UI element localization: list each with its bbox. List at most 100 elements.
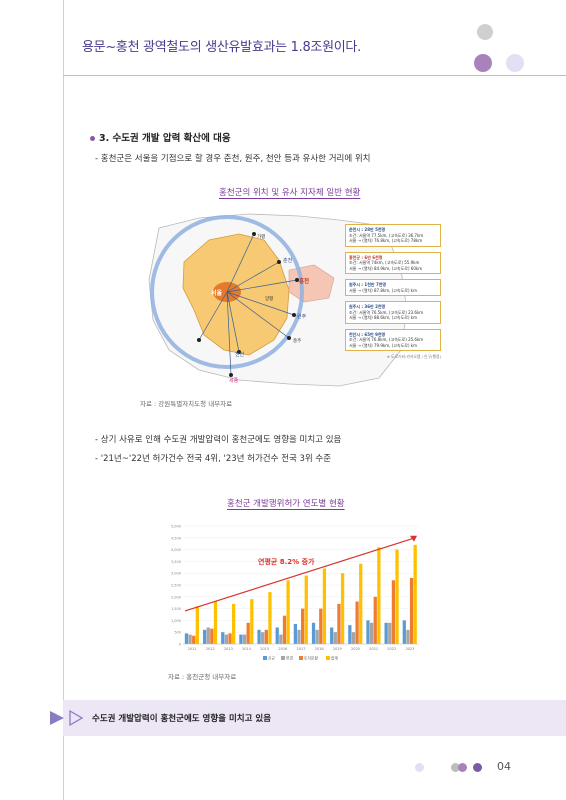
figure1-map: 서울 홍천 춘천 원주 천안 세종 양평 충주 가평 춘천시 : 28만 5천명… xyxy=(139,210,445,388)
bar xyxy=(224,634,229,644)
bar xyxy=(213,601,218,644)
bar xyxy=(202,629,207,644)
x-tick-label: 2012 xyxy=(206,647,215,651)
bar xyxy=(402,620,406,644)
bar xyxy=(337,603,341,644)
bar xyxy=(391,580,396,644)
legend-label: 변경 xyxy=(286,656,293,661)
y-tick-label: 0 xyxy=(179,643,181,647)
decor-dot-gray xyxy=(477,24,493,40)
footer-dot-lavender xyxy=(415,763,424,772)
bar xyxy=(333,632,337,644)
legend-label: 합계 xyxy=(331,656,338,661)
bar xyxy=(239,634,243,644)
map-svg: 서울 홍천 춘천 원주 천안 세종 양평 충주 가평 xyxy=(148,213,408,387)
bar xyxy=(275,627,279,644)
x-tick-label: 2013 xyxy=(224,647,233,651)
bar xyxy=(297,629,301,644)
bar xyxy=(282,615,287,644)
info-box-list: 춘천시 : 28만 5천명 조건: 서울역 77.5km, (고속도로) 36.… xyxy=(345,224,441,360)
bar xyxy=(228,633,232,644)
x-tick-label: 2022 xyxy=(387,647,396,651)
bar xyxy=(184,633,189,644)
bar xyxy=(340,573,345,644)
bar xyxy=(319,608,323,644)
y-tick-label: 3,000 xyxy=(171,572,181,576)
bar xyxy=(373,596,377,644)
bar xyxy=(395,549,399,644)
legend-swatch xyxy=(281,656,285,660)
figure2-caption: 홍천군 개발행위허가 연도별 현황 xyxy=(227,499,345,509)
x-tick-label: 2015 xyxy=(260,647,269,651)
bar xyxy=(195,606,199,644)
bar xyxy=(268,592,272,644)
y-tick-label: 1,500 xyxy=(171,607,181,611)
footer-dot-purple-2 xyxy=(473,763,482,772)
bar xyxy=(232,603,236,644)
summary-arrow-icon xyxy=(50,709,84,727)
x-tick-label: 2017 xyxy=(297,647,306,651)
map-label-seoul: 서울 xyxy=(211,289,223,297)
body-line-1: - 홍천군은 서울을 기점으로 할 경우 춘천, 원주, 천안 등과 유사한 거… xyxy=(95,154,371,164)
trend-line xyxy=(184,537,416,612)
x-tick-label: 2011 xyxy=(188,647,197,651)
bar xyxy=(351,632,356,644)
x-tick-label: 2023 xyxy=(405,647,414,651)
info-box: 홍천군 : 6만 6천명 조건: 서울역 74km, (고속도로) 55.9km… xyxy=(345,251,441,274)
bar xyxy=(384,622,388,644)
chart-svg: 0 500 1,000 1,500 2,000 2,500 3,000 3,500 4,000 4… xyxy=(171,525,419,661)
y-tick-label: 500 xyxy=(174,631,181,635)
figure1-caption: 홍천군의 위치 및 유사 지자체 일반 현황 xyxy=(219,188,361,198)
decor-dot-purple xyxy=(474,54,492,72)
y-tick-label: 1,000 xyxy=(171,619,181,623)
map-label-cheongju: 충주 xyxy=(293,337,301,344)
map-label-cheonan: 천안 xyxy=(235,351,245,358)
legend-swatch xyxy=(299,656,303,660)
bar xyxy=(330,627,334,644)
bar xyxy=(192,635,196,644)
info-box: 춘천시 : 28만 5천명 조건: 서울역 77.5km, (고속도로) 36.… xyxy=(345,224,441,247)
chart-annotation: 연평균 8.2% 증가 xyxy=(258,557,315,566)
map-label-yangpyeong: 양평 xyxy=(265,295,273,302)
x-tick-label: 2014 xyxy=(242,647,252,651)
bar xyxy=(311,622,316,644)
bar xyxy=(264,629,268,644)
bar xyxy=(413,544,417,644)
map-label-chuncheon: 춘천 xyxy=(283,257,293,264)
vertical-rule xyxy=(63,0,64,800)
bar xyxy=(355,601,359,644)
bar xyxy=(388,622,392,644)
section-heading: 3. 수도권 개발 압력 확산에 대응 xyxy=(90,130,231,144)
figure2-chart: 0 500 1,000 1,500 2,000 2,500 3,000 3,500 4,000 4… xyxy=(163,520,425,668)
x-tick-label: 2019 xyxy=(333,647,342,651)
y-tick-label: 4,500 xyxy=(171,536,181,540)
x-tick-label: 2020 xyxy=(351,647,360,651)
bar xyxy=(261,632,265,644)
bar xyxy=(406,629,410,644)
bar xyxy=(279,634,283,644)
bar xyxy=(359,563,363,644)
bar xyxy=(246,622,250,644)
bar xyxy=(210,628,214,644)
page-title: 용문~홍천 광역철도의 생산유발효과는 1.8조원이다. xyxy=(82,40,361,55)
x-tick-label: 2021 xyxy=(369,647,378,651)
bar xyxy=(315,629,319,644)
bar xyxy=(286,580,290,644)
bar xyxy=(409,577,414,644)
legend-label: 신규 xyxy=(268,656,275,661)
x-tick-label: 2016 xyxy=(278,647,287,651)
summary-text: 수도권 개발압력이 홍천군에도 영향을 미치고 있음 xyxy=(92,714,272,724)
bar xyxy=(377,547,381,644)
y-tick-label: 2,000 xyxy=(171,595,181,599)
bar xyxy=(188,634,192,644)
bar xyxy=(206,627,210,644)
footer-dot-purple-1 xyxy=(458,763,467,772)
bar xyxy=(250,599,254,644)
info-box: 원주시 : 36만 2천명 조건: 서울역 76.5km, (고속도로) 23.… xyxy=(345,301,441,324)
decor-dot-lavender xyxy=(506,54,524,72)
x-tick-label: 2018 xyxy=(315,647,324,651)
bar xyxy=(221,632,225,644)
bar xyxy=(257,629,261,644)
bar xyxy=(304,575,308,644)
footer-dot-gray xyxy=(451,763,460,772)
